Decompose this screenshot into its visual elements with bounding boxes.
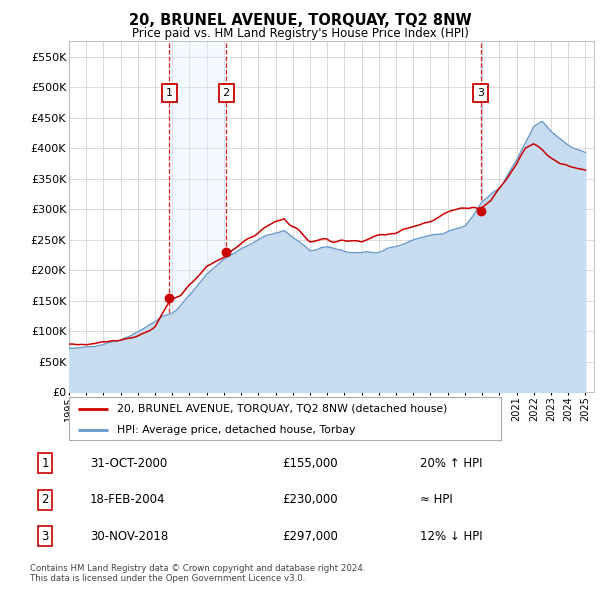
Text: £297,000: £297,000 <box>282 530 338 543</box>
Text: 18-FEB-2004: 18-FEB-2004 <box>90 493 166 506</box>
Text: £230,000: £230,000 <box>282 493 338 506</box>
Text: 12% ↓ HPI: 12% ↓ HPI <box>420 530 482 543</box>
Text: 20, BRUNEL AVENUE, TORQUAY, TQ2 8NW: 20, BRUNEL AVENUE, TORQUAY, TQ2 8NW <box>128 13 472 28</box>
Text: 3: 3 <box>41 530 49 543</box>
Text: 31-OCT-2000: 31-OCT-2000 <box>90 457 167 470</box>
Text: 2: 2 <box>41 493 49 506</box>
Text: 20, BRUNEL AVENUE, TORQUAY, TQ2 8NW (detached house): 20, BRUNEL AVENUE, TORQUAY, TQ2 8NW (det… <box>116 404 447 414</box>
Text: Price paid vs. HM Land Registry's House Price Index (HPI): Price paid vs. HM Land Registry's House … <box>131 27 469 40</box>
Text: 1: 1 <box>166 88 173 98</box>
Text: Contains HM Land Registry data © Crown copyright and database right 2024.
This d: Contains HM Land Registry data © Crown c… <box>30 563 365 583</box>
Text: HPI: Average price, detached house, Torbay: HPI: Average price, detached house, Torb… <box>116 425 355 435</box>
Text: 2: 2 <box>223 88 230 98</box>
Text: 30-NOV-2018: 30-NOV-2018 <box>90 530 168 543</box>
Text: ≈ HPI: ≈ HPI <box>420 493 453 506</box>
Text: 1: 1 <box>41 457 49 470</box>
Text: 20% ↑ HPI: 20% ↑ HPI <box>420 457 482 470</box>
Text: £155,000: £155,000 <box>282 457 338 470</box>
Bar <box>169 41 226 392</box>
Text: 3: 3 <box>477 88 484 98</box>
